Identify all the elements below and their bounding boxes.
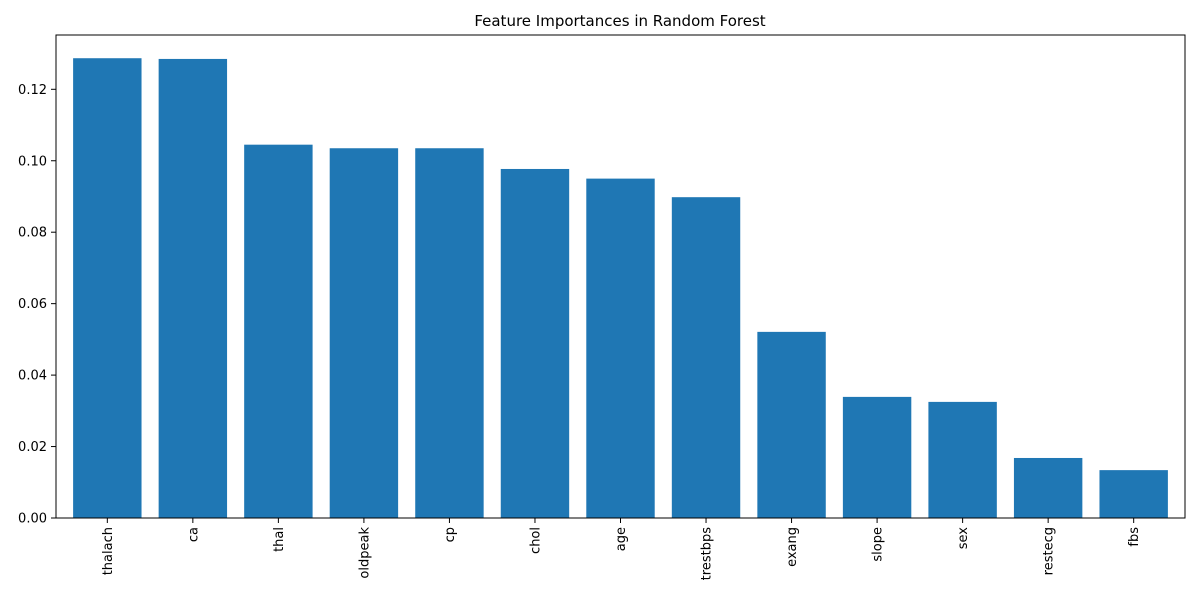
y-tick-label: 0.00 <box>18 512 47 527</box>
bars-group <box>73 58 1168 519</box>
x-tick-label-thalach: thalach <box>101 527 116 575</box>
x-tick-label-exang: exang <box>785 527 800 567</box>
bar-fbs <box>1099 470 1168 518</box>
x-tick-label-chol: chol <box>528 527 543 554</box>
bar-chol <box>500 168 570 518</box>
chart-title: Feature Importances in Random Forest <box>474 12 765 30</box>
x-tick-label-sex: sex <box>956 527 971 550</box>
y-tick-label: 0.12 <box>18 83 47 98</box>
y-tick-label: 0.02 <box>18 440 47 455</box>
x-tick-label-ca: ca <box>186 527 201 542</box>
bar-oldpeak <box>329 148 399 518</box>
y-tick-label: 0.10 <box>18 154 47 169</box>
x-axis: thalach ca thal oldpeak cp chol age trestbps exa… <box>101 518 1142 580</box>
y-axis: 0.00 0.02 0.04 0.06 0.08 0.10 0.12 <box>18 83 56 527</box>
x-tick-label-cp: cp <box>443 527 458 542</box>
bar-ca <box>158 58 228 518</box>
x-tick-label-restecg: restecg <box>1042 527 1057 575</box>
x-tick-label-thal: thal <box>272 527 287 552</box>
x-tick-label-trestbps: trestbps <box>700 527 715 581</box>
x-tick-label-fbs: fbs <box>1127 527 1142 547</box>
bar-age <box>586 178 655 519</box>
plot-frame <box>55 34 1186 519</box>
bar-slope <box>842 396 912 518</box>
y-tick-label: 0.04 <box>18 369 47 384</box>
y-tick-label: 0.08 <box>18 226 47 241</box>
bar-trestbps <box>671 197 741 518</box>
x-tick-label-slope: slope <box>871 527 886 562</box>
bar-restecg <box>1013 457 1083 518</box>
bar-thalach <box>73 58 142 518</box>
bar-sex <box>928 401 997 518</box>
bar-cp <box>415 148 484 518</box>
bar-thal <box>244 144 313 518</box>
y-tick-label: 0.06 <box>18 297 47 312</box>
x-tick-label-age: age <box>614 527 629 551</box>
bar-exang <box>757 331 826 518</box>
x-tick-label-oldpeak: oldpeak <box>357 527 372 579</box>
